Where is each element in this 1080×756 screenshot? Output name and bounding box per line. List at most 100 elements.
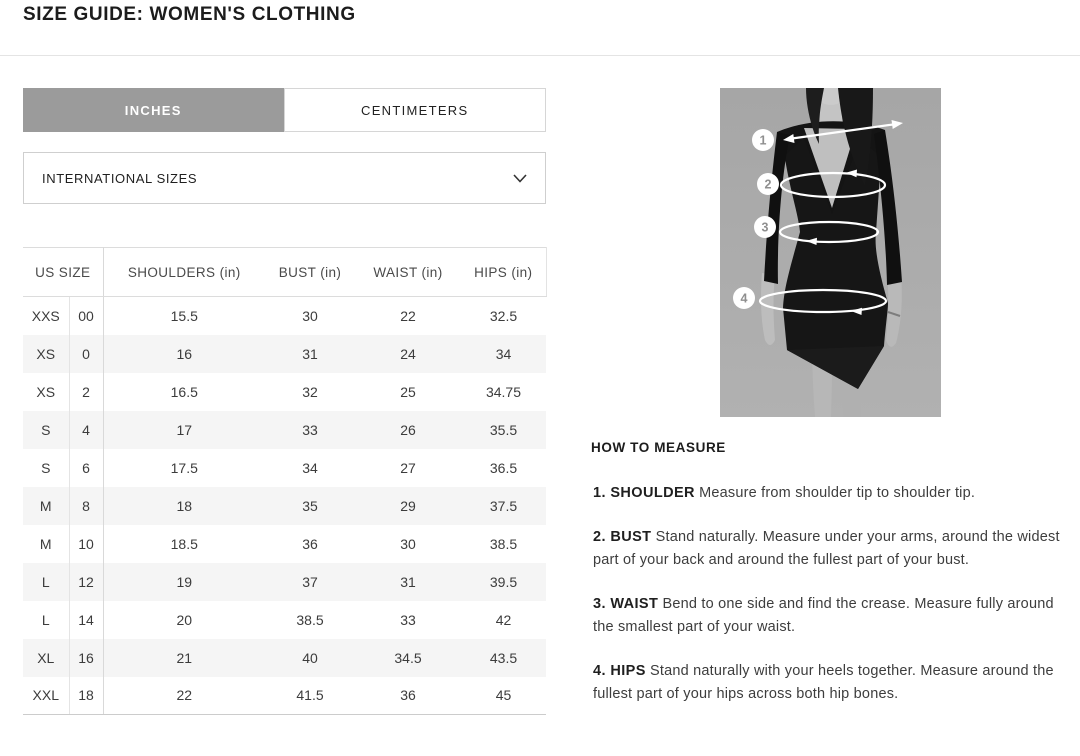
cell-waist: 30 xyxy=(400,535,416,552)
cell-us-number: 00 xyxy=(69,296,104,335)
table-row: S 4 17 33 26 35.5 xyxy=(23,410,546,449)
shoulder-arrowhead-right xyxy=(891,120,903,129)
marker-circle-3 xyxy=(754,216,776,238)
cell-bust: 36 xyxy=(302,535,318,552)
cell-us-number: 4 xyxy=(69,410,104,449)
cell-bust: 41.5 xyxy=(265,676,355,715)
bust-ellipse xyxy=(779,171,887,199)
waist-ellipse xyxy=(778,220,880,244)
table-row: L 12 19 37 31 39.5 xyxy=(23,562,546,601)
model-hair-left xyxy=(806,88,824,144)
cell-waist: 36 xyxy=(355,676,461,715)
cell-us-number: 12 xyxy=(69,562,104,601)
cell-hips: 35.5 xyxy=(489,421,518,438)
measure-steps: 1. SHOULDER Measure from shoulder tip to… xyxy=(591,482,1074,706)
cell-waist: 29 xyxy=(400,497,416,514)
table-row: XS 0 16 31 24 34 xyxy=(23,334,546,373)
cell-shoulders: 16 xyxy=(176,345,193,362)
cell-us-number: 8 xyxy=(69,486,104,525)
size-table-body: XXS 00 15.5 30 22 32.5 XS 0 16 31 24 34 XS 2 16.5 32 25 3… xyxy=(23,296,546,715)
table-row: M 8 18 35 29 37.5 xyxy=(23,486,546,525)
cell-bust: 31 xyxy=(302,345,318,362)
cell-shoulders: 17.5 xyxy=(170,459,198,476)
table-row: L 14 20 38.5 33 42 xyxy=(23,600,546,639)
arrowheads xyxy=(783,120,903,315)
cell-hips: 39.5 xyxy=(489,573,518,590)
cell-hips: 45 xyxy=(461,676,546,715)
model-dress xyxy=(782,134,888,389)
column-header-shoulders: SHOULDERS (in) xyxy=(103,247,265,297)
table-row: XXL 18 22 41.5 36 45 xyxy=(23,676,546,715)
dress-left-sleeve xyxy=(764,132,790,284)
cell-us-letter: XXL xyxy=(23,676,70,715)
cell-shoulders: 22 xyxy=(103,676,265,715)
cell-us-number: 10 xyxy=(69,524,104,563)
model-right-hand xyxy=(886,273,902,347)
cell-hips: 32.5 xyxy=(489,307,518,324)
column-header-us-size: US SIZE xyxy=(23,247,104,297)
cell-us-letter: L xyxy=(23,600,70,639)
marker-circle-4 xyxy=(733,287,755,309)
marker-circle-2 xyxy=(757,173,779,195)
size-chart-table: US SIZE SHOULDERS (in) BUST (in) WAIST (… xyxy=(23,247,547,715)
shoulder-arrowhead-left xyxy=(783,134,795,143)
cell-shoulders: 18 xyxy=(176,497,193,514)
measure-step-label: 4. HIPS xyxy=(593,663,646,679)
cell-us-letter: M xyxy=(23,524,70,563)
header-divider xyxy=(0,55,1080,56)
cell-us-number: 2 xyxy=(69,372,104,411)
column-header-waist: WAIST (in) xyxy=(355,247,461,297)
hips-arrowhead xyxy=(851,307,862,315)
tab-centimeters[interactable]: CENTIMETERS xyxy=(283,88,546,132)
cell-bust: 40 xyxy=(302,649,318,666)
table-row: M 10 18.5 36 30 38.5 xyxy=(23,524,546,563)
size-chart-header: US SIZE SHOULDERS (in) BUST (in) WAIST (… xyxy=(23,247,547,297)
marker-number-1: 1 xyxy=(760,134,767,148)
cell-shoulders: 20 xyxy=(176,611,193,628)
table-row: XS 2 16.5 32 25 34.75 xyxy=(23,372,546,411)
model-left-hand xyxy=(761,273,775,345)
marker-circle-1 xyxy=(752,129,774,151)
cell-hips: 38.5 xyxy=(489,535,518,552)
marker-number-2: 2 xyxy=(765,178,772,192)
cell-bust: 33 xyxy=(302,421,318,438)
measure-step-label: 1. SHOULDER xyxy=(593,485,695,501)
cell-hips: 42 xyxy=(495,611,512,628)
cell-us-letter: L xyxy=(23,562,70,601)
cell-us-number: 16 xyxy=(69,638,104,677)
how-to-measure-section: HOW TO MEASURE 1. SHOULDER Measure from … xyxy=(591,440,1074,727)
tab-inches[interactable]: INCHES xyxy=(23,88,284,132)
measure-step: 1. SHOULDER Measure from shoulder tip to… xyxy=(593,485,976,501)
measurement-model-image: 1 2 3 4 xyxy=(720,88,941,417)
cell-waist: 25 xyxy=(400,383,416,400)
cell-shoulders: 18.5 xyxy=(170,535,198,552)
cell-shoulders: 16.5 xyxy=(170,383,198,400)
vneck-skin xyxy=(804,128,856,208)
model-hair-right xyxy=(838,88,873,186)
cell-waist: 31 xyxy=(400,573,416,590)
marker-number-4: 4 xyxy=(741,292,748,306)
cell-us-letter: XL xyxy=(23,638,70,677)
hips-ellipse xyxy=(758,288,888,314)
international-sizes-dropdown[interactable]: INTERNATIONAL SIZES xyxy=(23,152,546,204)
cell-us-letter: S xyxy=(23,410,70,449)
cell-us-number: 6 xyxy=(69,448,104,487)
cell-hips: 43.5 xyxy=(489,649,518,666)
cell-us-number: 14 xyxy=(69,600,104,639)
measure-step: 2. BUST Stand naturally. Measure under y… xyxy=(593,529,1060,568)
cell-us-letter: XXS xyxy=(23,296,70,335)
cell-bust: 37 xyxy=(302,573,318,590)
cell-bust: 38.5 xyxy=(296,611,324,628)
cell-hips: 36.5 xyxy=(489,459,518,476)
cell-bust: 30 xyxy=(302,307,318,324)
cell-shoulders: 17 xyxy=(176,421,193,438)
cell-waist: 24 xyxy=(400,345,416,362)
marker-number-3: 3 xyxy=(762,221,769,235)
size-guide-panel: INCHES CENTIMETERS INTERNATIONAL SIZES U… xyxy=(23,88,547,715)
cell-waist: 33 xyxy=(400,611,416,628)
cell-shoulders: 15.5 xyxy=(170,307,198,324)
bust-arrowhead xyxy=(846,169,857,178)
cell-hips: 34.75 xyxy=(485,383,522,400)
unit-tab-bar: INCHES CENTIMETERS xyxy=(23,88,546,132)
cell-waist: 27 xyxy=(400,459,416,476)
